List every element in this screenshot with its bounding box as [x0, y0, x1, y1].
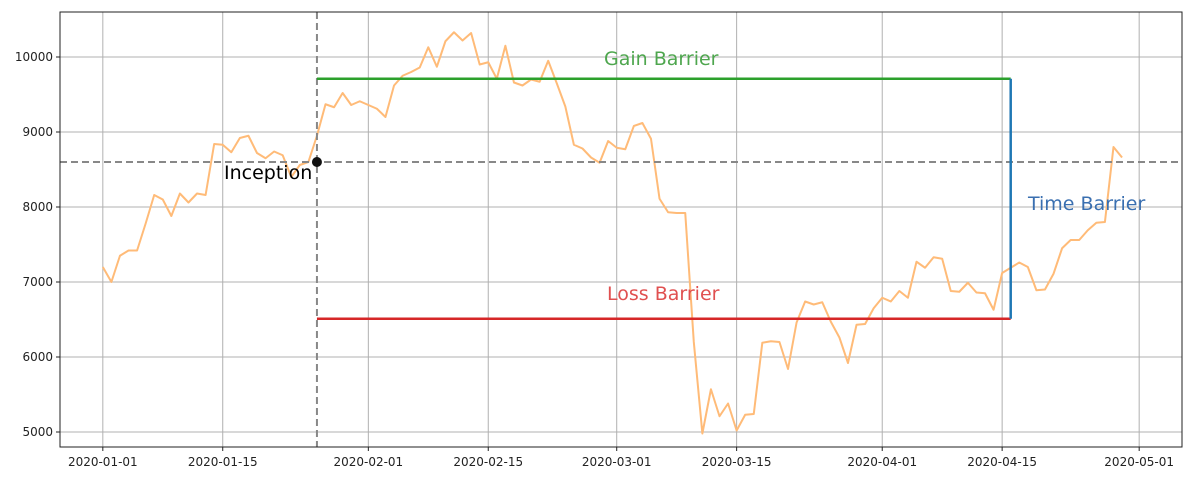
- y-tick-label: 9000: [22, 125, 53, 139]
- x-tick-label: 2020-03-01: [582, 455, 652, 469]
- plot-background: [60, 12, 1182, 447]
- price-series: [101, 31, 1123, 435]
- gridlines: [60, 12, 1182, 447]
- y-axis-ticks: 5000 6000 7000 8000 9000 10000: [15, 50, 60, 439]
- time-barrier-annotation: Time Barrier: [1027, 193, 1145, 215]
- x-tick-label: 2020-01-01: [68, 455, 138, 469]
- price-line: [101, 31, 1123, 435]
- y-tick-label: 10000: [15, 50, 53, 64]
- x-tick-label: 2020-05-01: [1104, 455, 1174, 469]
- plot-frame: [59, 11, 1183, 448]
- gain-barrier-annotation: Gain Barrier: [604, 48, 719, 70]
- x-tick-label: 2020-03-15: [702, 455, 772, 469]
- y-tick-label: 5000: [22, 425, 53, 439]
- x-tick-label: 2020-01-15: [188, 455, 258, 469]
- x-tick-label: 2020-04-01: [847, 455, 917, 469]
- x-axis-ticks: 2020-01-01 2020-01-15 2020-02-01 2020-02-15…: [68, 447, 1174, 469]
- inception-annotation: Inception: [224, 162, 312, 184]
- y-tick-label: 6000: [22, 350, 53, 364]
- loss-barrier-annotation: Loss Barrier: [607, 283, 720, 305]
- inception-point: [311, 157, 322, 167]
- x-tick-label: 2020-02-01: [333, 455, 403, 469]
- x-tick-label: 2020-02-15: [453, 455, 523, 469]
- x-tick-label: 2020-04-15: [967, 455, 1037, 469]
- y-tick-label: 7000: [22, 275, 53, 289]
- y-tick-label: 8000: [22, 200, 53, 214]
- barrier-lines: [60, 12, 1182, 447]
